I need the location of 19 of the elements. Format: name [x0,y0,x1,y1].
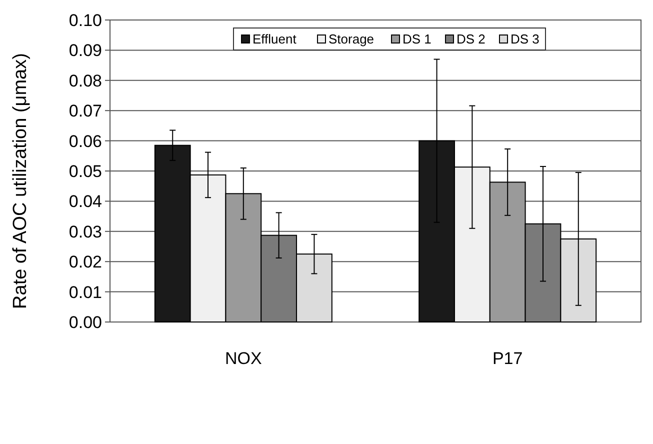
legend-label: DS 1 [402,32,432,47]
y-tick-label: 0.06 [68,132,102,151]
y-tick-label: 0.00 [68,312,102,332]
x-tick-label: P17 [492,349,523,368]
legend-label: DS 2 [456,32,486,47]
y-tick-label: 0.07 [68,102,102,121]
y-tick-label: 0.04 [68,192,102,212]
y-tick-label: 0.03 [68,222,102,242]
y-tick-label: 0.02 [68,252,102,272]
y-axis-title: Rate of AOC utilization (μmax) [10,53,31,309]
y-tick-label: 0.08 [68,71,102,90]
legend-label: Storage [328,32,374,47]
y-tick-label: 0.09 [68,41,102,60]
x-tick-label: NOX [224,349,262,368]
legend-label: DS 3 [510,32,540,47]
y-tick-label: 0.10 [68,10,102,30]
y-tick-label: 0.01 [68,282,102,302]
legend-label: Effluent [252,32,297,47]
y-tick-label: 0.05 [68,162,102,181]
